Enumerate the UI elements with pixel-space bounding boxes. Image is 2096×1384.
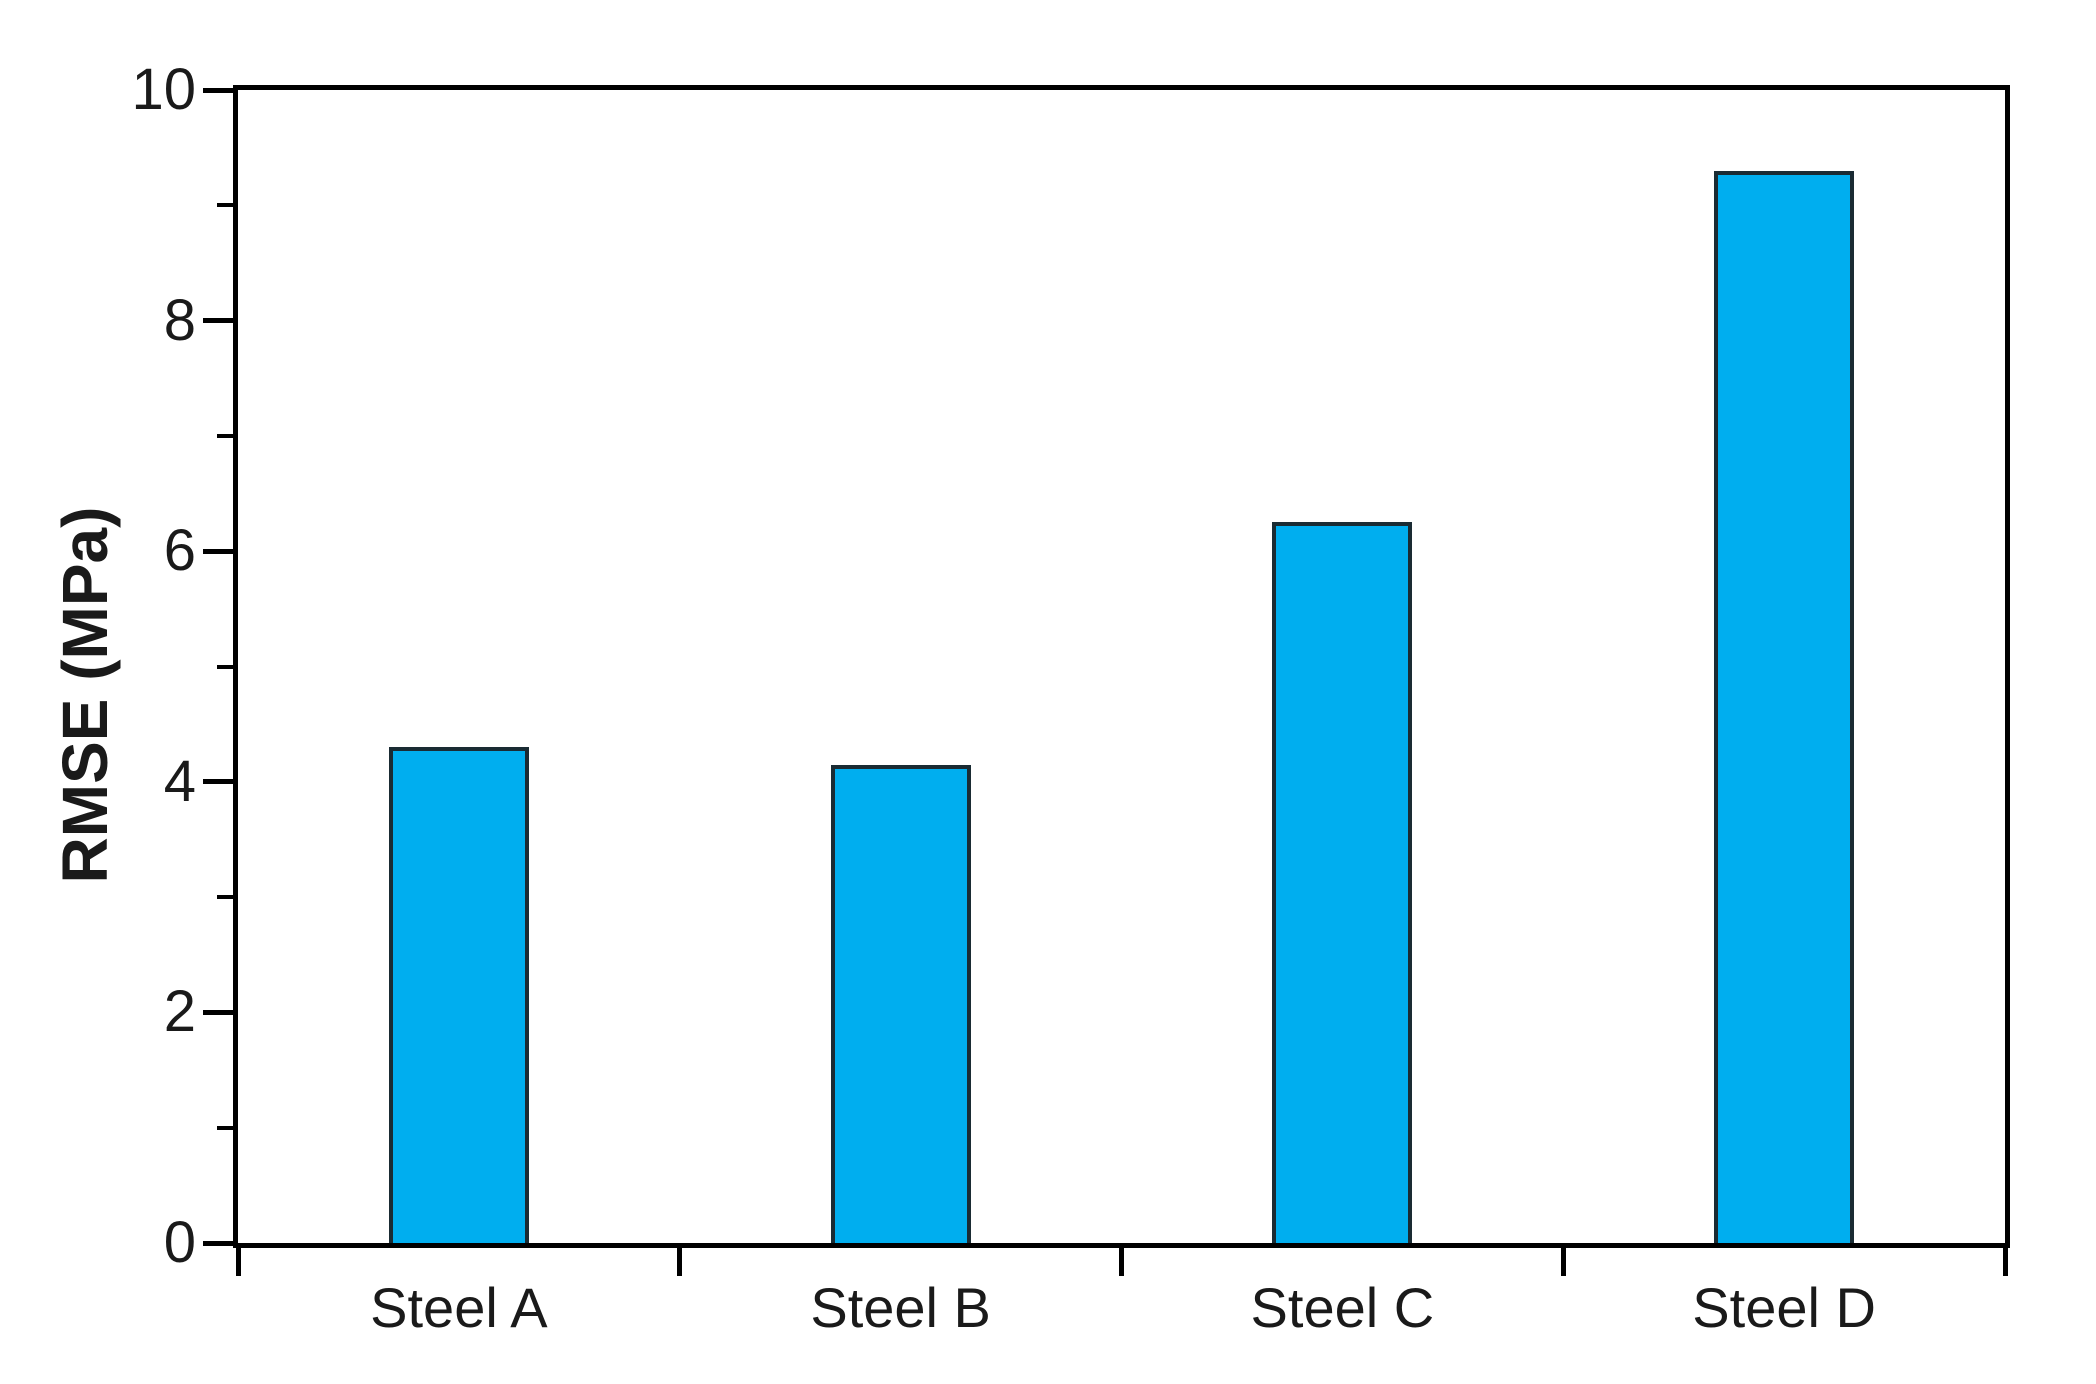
y-axis-tick-label: 6 [163, 518, 196, 584]
y-axis-minor-tick [217, 664, 233, 669]
y-axis-tick [203, 548, 233, 554]
x-axis-tick [1119, 1248, 1124, 1276]
bar [1272, 522, 1413, 1243]
y-axis-tick [203, 1240, 233, 1246]
bar [388, 747, 529, 1243]
x-axis-category-label: Steel A [370, 1276, 548, 1339]
x-axis-category-label: Steel C [1250, 1276, 1435, 1339]
y-axis-tick-label: 2 [163, 979, 196, 1045]
x-axis-category-label: Steel D [1692, 1276, 1876, 1339]
y-axis-minor-tick [217, 1125, 233, 1130]
x-axis-tick [677, 1248, 683, 1276]
y-axis-tick-label: 4 [163, 748, 196, 814]
y-axis-tick-label: 8 [163, 287, 196, 353]
x-axis-tick [1560, 1248, 1566, 1276]
bar [830, 764, 971, 1243]
y-axis-tick [203, 779, 233, 785]
y-axis-tick [203, 1009, 233, 1015]
plot-area [233, 85, 2010, 1248]
y-axis-minor-tick [217, 203, 233, 208]
bar [1714, 170, 1855, 1243]
x-axis-category-label: Steel B [810, 1276, 991, 1339]
y-axis-minor-tick [217, 895, 233, 900]
y-axis-tick-label: 0 [163, 1210, 196, 1275]
y-axis-tick [203, 87, 233, 93]
x-axis-tick [2002, 1248, 2008, 1276]
y-axis-tick [203, 318, 233, 324]
y-axis-tick-label: 10 [131, 57, 196, 122]
y-axis-minor-tick [217, 433, 233, 438]
x-axis-tick [235, 1248, 241, 1276]
